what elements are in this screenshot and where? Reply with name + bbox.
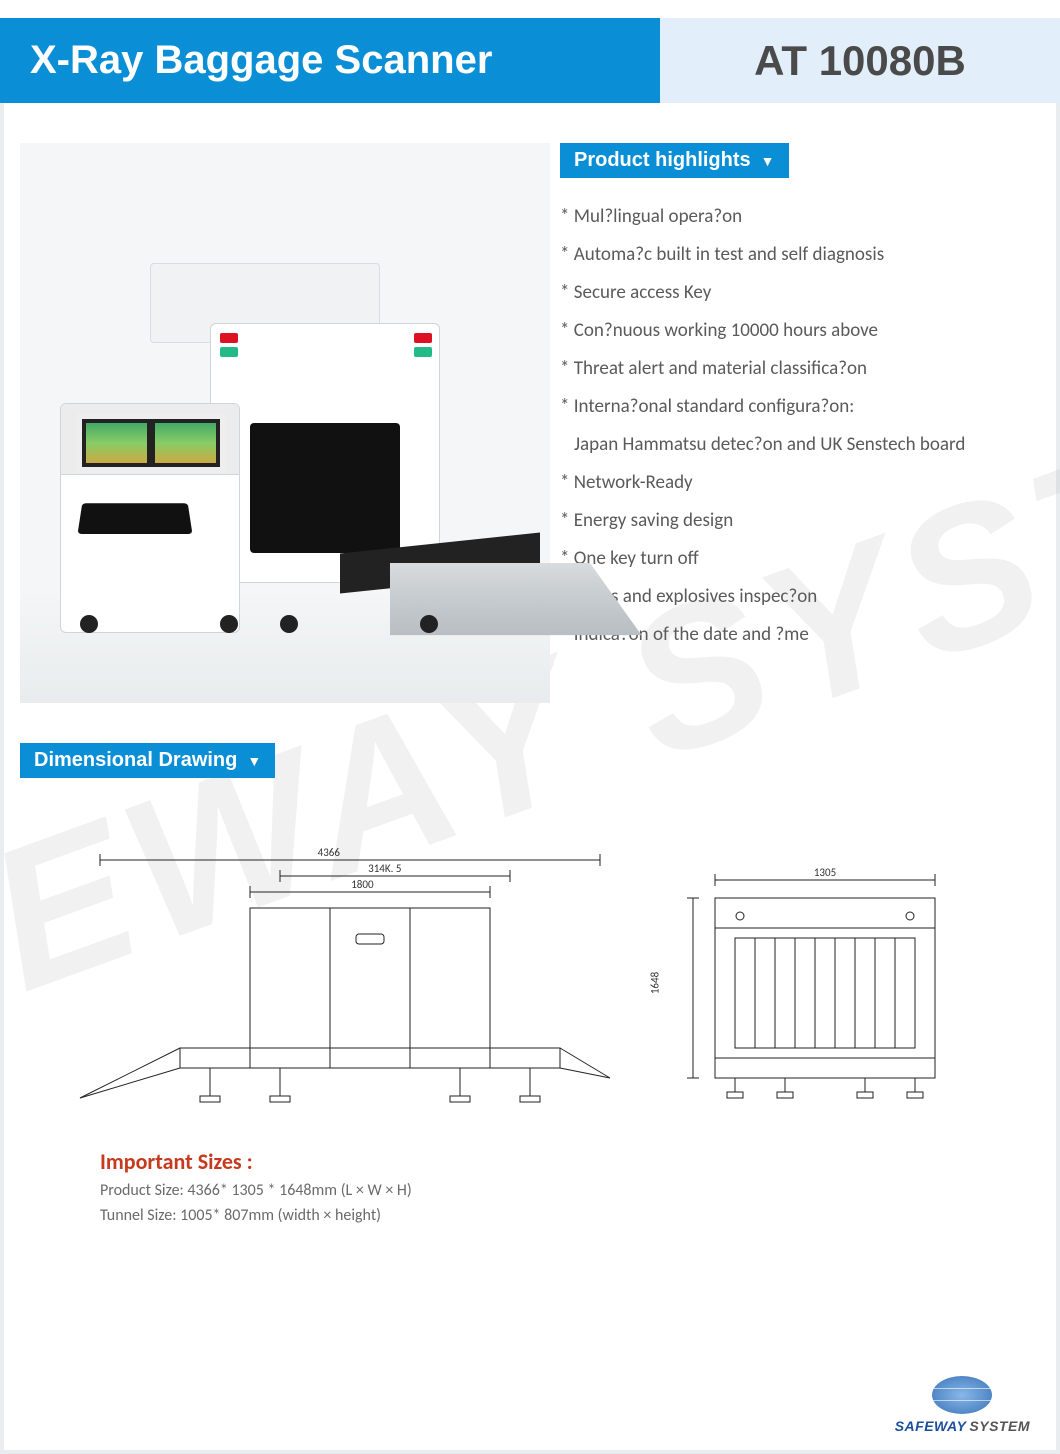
- highlight-item: Con?nuous working 10000 hours above: [560, 312, 1040, 350]
- header-right: AT 10080B: [660, 18, 1060, 103]
- dimensional-badge: Dimensional Drawing ▼: [20, 743, 275, 778]
- hero-row: Product highlights ▼ Mul?lingual opera?o…: [0, 143, 1060, 703]
- brand-text: SAFEWAYSYSTEM: [895, 1418, 1030, 1434]
- highlight-item: Secure access Key: [560, 274, 1040, 312]
- highlights-list: Mul?lingual opera?onAutoma?c built in te…: [560, 198, 1040, 654]
- highlight-item: Mul?lingual opera?on: [560, 198, 1040, 236]
- page-title: X-Ray Baggage Scanner: [30, 38, 492, 83]
- dimensional-badge-label: Dimensional Drawing: [34, 749, 237, 772]
- highlight-item: Threat alert and material classifica?on: [560, 350, 1040, 388]
- model-number: AT 10080B: [754, 37, 966, 85]
- sizes-title: Important Sizes :: [100, 1148, 1060, 1175]
- side-view-drawing: 1305 1648: [650, 868, 1000, 1108]
- dimensional-section: Dimensional Drawing ▼: [0, 743, 1060, 1108]
- highlight-subitem: Japan Hammatsu detec?on and UK Senstech …: [560, 426, 1040, 464]
- chevron-down-icon: ▼: [761, 153, 775, 169]
- highlight-item: Interna?onal standard configura?on:: [560, 388, 1040, 426]
- important-sizes: Important Sizes : Product Size: 4366* 13…: [0, 1148, 1060, 1225]
- footer-logo: SAFEWAYSYSTEM: [895, 1376, 1030, 1434]
- dim-side-height: 1648: [649, 972, 662, 994]
- highlight-item: Automa?c built in test and self diagnosi…: [560, 236, 1040, 274]
- highlight-item: Network-Ready: [560, 464, 1040, 502]
- globe-icon: [932, 1376, 992, 1414]
- product-image: [20, 143, 550, 703]
- highlight-item: One key turn off: [560, 540, 1040, 578]
- header: X-Ray Baggage Scanner AT 10080B: [0, 18, 1060, 103]
- tunnel-size-line: Tunnel Size: 1005* 807mm (width × height…: [100, 1206, 1060, 1225]
- front-view-drawing: 4366 314K. 5 1800: [60, 848, 620, 1108]
- brand-b: SYSTEM: [969, 1418, 1030, 1434]
- highlight-item: Energy saving design: [560, 502, 1040, 540]
- highlights-badge-label: Product highlights: [574, 149, 751, 172]
- product-size-line: Product Size: 4366* 1305 * 1648mm (L × W…: [100, 1181, 1060, 1200]
- dim-upper: 314K. 5: [368, 862, 401, 875]
- highlights-badge: Product highlights ▼: [560, 143, 789, 178]
- brand-a: SAFEWAY: [895, 1418, 967, 1434]
- dim-side-width: 1305: [814, 866, 836, 879]
- dim-total: 4366: [318, 846, 340, 859]
- dim-body: 1800: [351, 878, 373, 891]
- header-left: X-Ray Baggage Scanner: [0, 18, 660, 103]
- chevron-down-icon: ▼: [247, 753, 261, 769]
- highlight-item: Drugs and explosives inspec?on: [560, 578, 1040, 616]
- dimensional-drawings: 4366 314K. 5 1800: [20, 808, 1040, 1108]
